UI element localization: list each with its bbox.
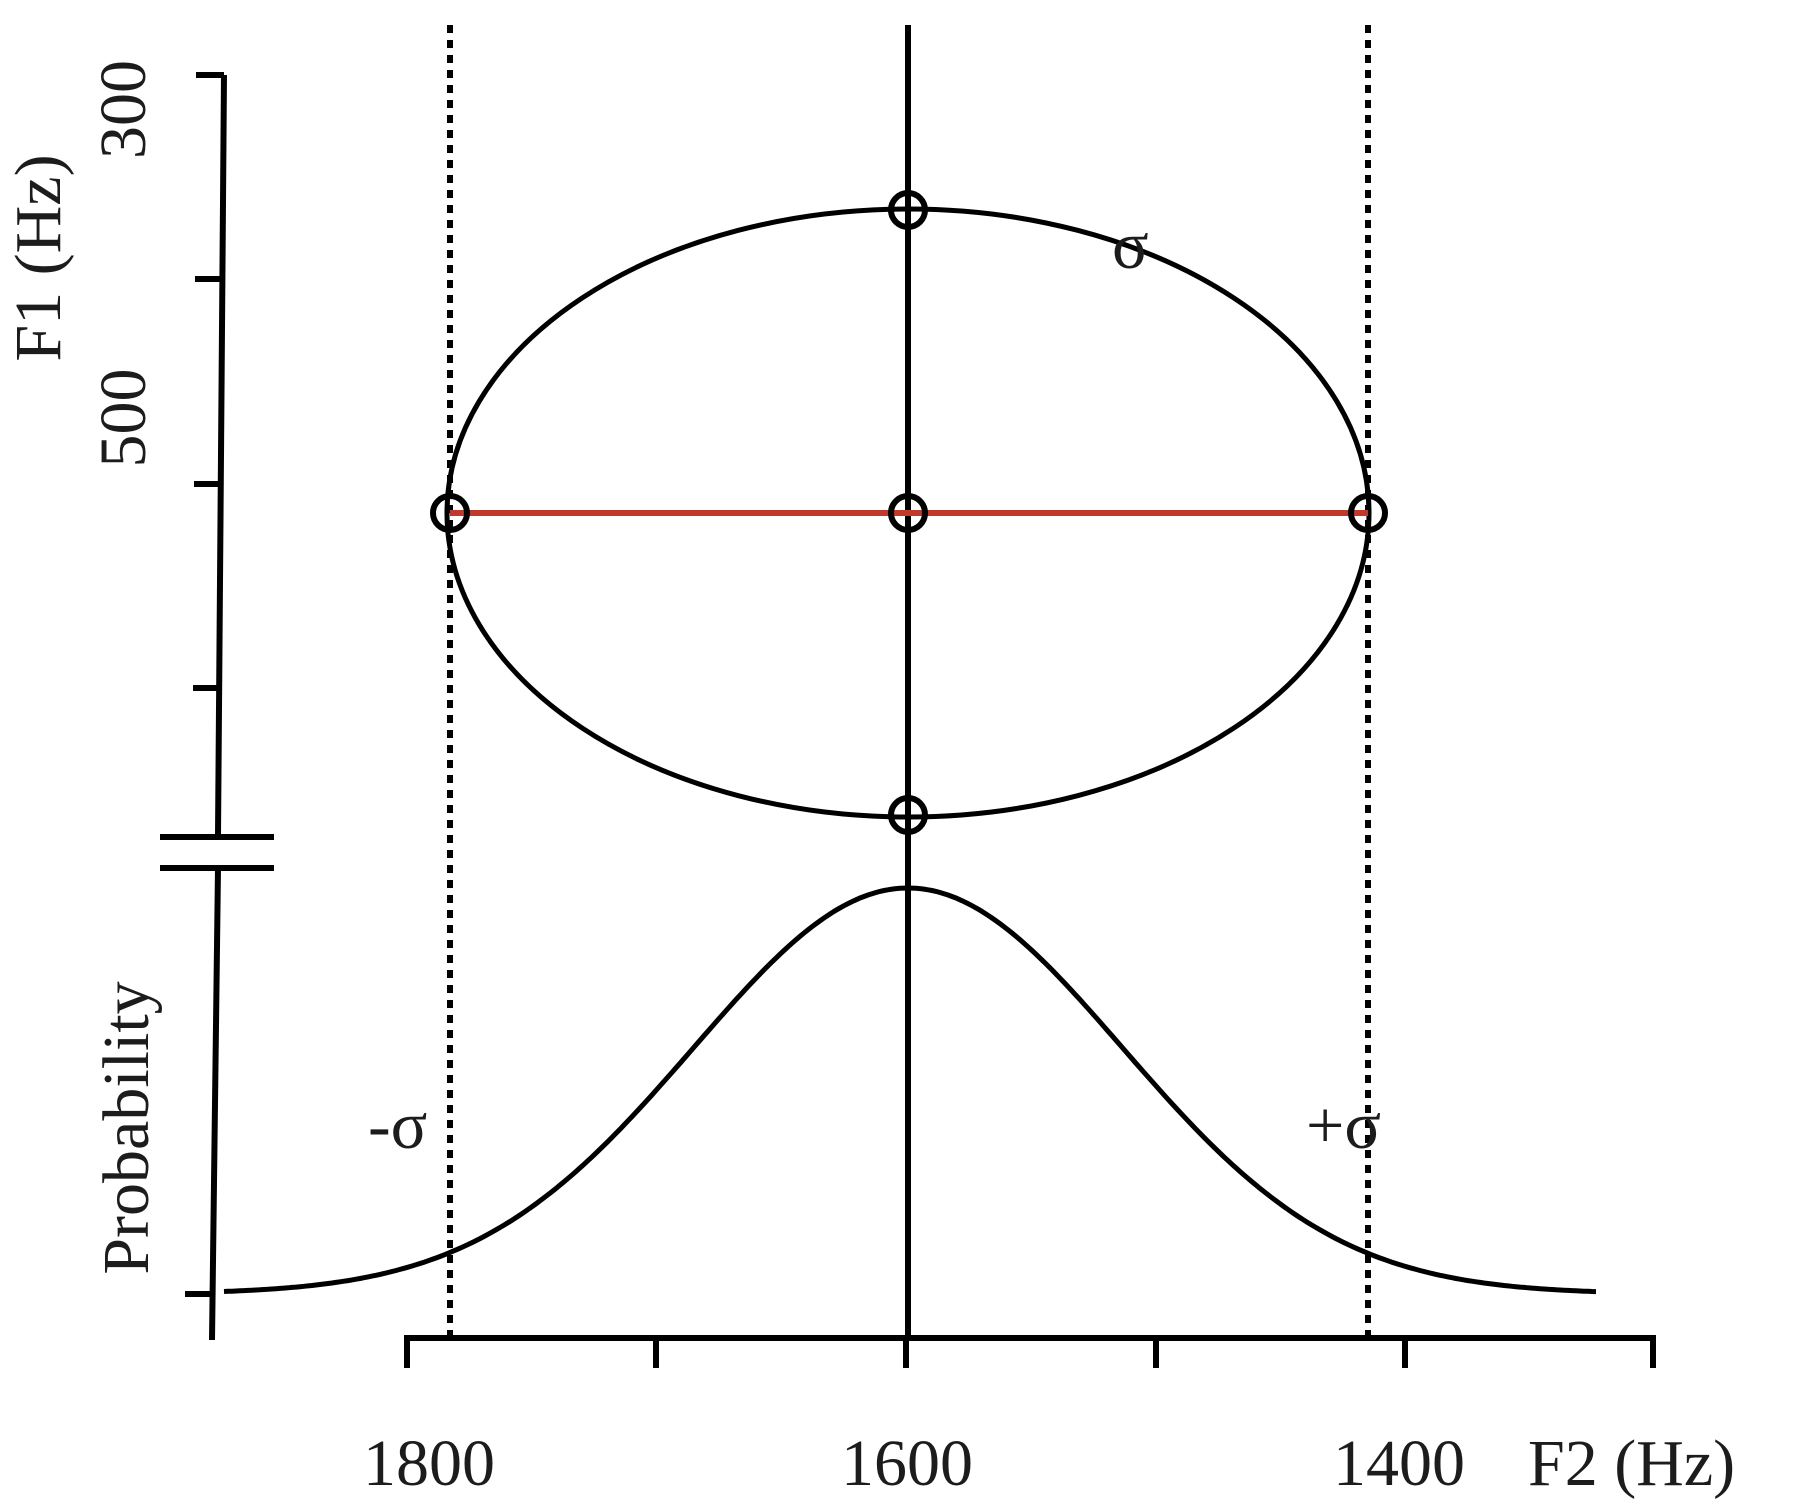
plus-sigma-label: +σ	[1306, 1087, 1381, 1163]
marker-top	[888, 190, 928, 230]
x-tick-label-1400: 1400	[1333, 1427, 1465, 1500]
x-tick-label-1800: 1800	[363, 1427, 495, 1500]
x-tick-label-1600: 1600	[841, 1427, 973, 1500]
marker-left	[430, 493, 470, 533]
y-axis-title-top: F1 (Hz)	[2, 154, 75, 361]
y-axis	[160, 72, 274, 1341]
minus-sigma-label: -σ	[368, 1087, 427, 1163]
ellipse-sigma-label: σ	[1112, 207, 1149, 283]
x-axis	[404, 1335, 1656, 1368]
ellipse-markers	[430, 190, 1388, 835]
y-axis-line-top	[215, 74, 227, 836]
y-tick-label-500: 500	[87, 369, 160, 468]
y-axis-line-bottom	[209, 867, 221, 1341]
y-tick-label-300: 300	[87, 60, 160, 159]
marker-center	[888, 493, 928, 533]
formant-ellipse	[444, 206, 1372, 820]
x-axis-title: F2 (Hz)	[1528, 1427, 1735, 1500]
probability-curve	[223, 885, 1597, 1295]
y-axis-title-bottom: Probability	[90, 981, 163, 1274]
marker-bottom	[888, 795, 928, 835]
marker-right	[1348, 493, 1388, 533]
